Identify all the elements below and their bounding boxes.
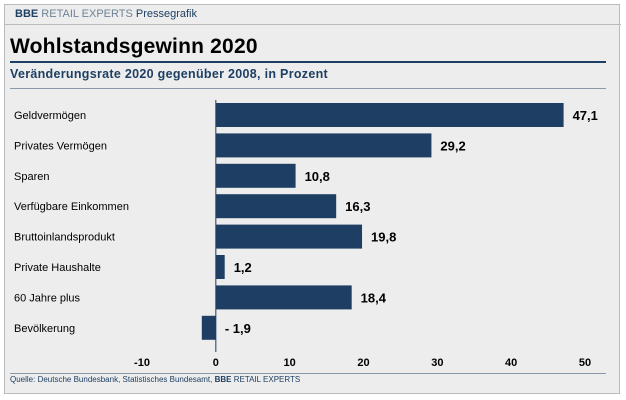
source-text: Quelle: Deutsche Bundesbank, Statistisch… — [10, 375, 213, 384]
x-tick-label: 20 — [357, 357, 369, 369]
bar — [215, 103, 564, 127]
category-label: Verfügbare Einkommen — [14, 201, 129, 213]
x-tick-label: 30 — [431, 357, 443, 369]
header-brand-rest: RETAIL EXPERTS — [41, 8, 133, 20]
chart-subtitle: Veränderungsrate 2020 gegenüber 2008, in… — [10, 67, 328, 81]
value-label: 18,4 — [361, 290, 387, 305]
category-label: Private Haushalte — [14, 262, 101, 274]
value-label: 16,3 — [345, 199, 370, 214]
title-divider — [10, 61, 606, 63]
x-tick-label: 0 — [213, 357, 219, 369]
category-label: Privates Vermögen — [14, 140, 107, 152]
header-label: Pressegrafik — [135, 8, 197, 20]
x-tick-label: 10 — [284, 357, 296, 369]
bar — [215, 163, 296, 188]
bar — [201, 315, 216, 340]
value-label: 1,2 — [234, 260, 252, 275]
category-label: Bevölkerung — [14, 323, 75, 335]
bar — [215, 194, 337, 219]
header-brand: BBE — [15, 8, 39, 20]
header-bar: BBE RETAIL EXPERTS Pressegrafik — [15, 5, 615, 24]
subtitle-divider — [10, 88, 606, 89]
x-tick-label: -10 — [134, 357, 150, 369]
category-label: 60 Jahre plus — [14, 292, 81, 304]
footer-divider — [10, 373, 606, 374]
bar — [215, 255, 225, 279]
value-label: 29,2 — [440, 138, 465, 153]
x-tick-label: 50 — [579, 357, 591, 369]
value-label: 19,8 — [371, 230, 396, 245]
category-label: Sparen — [14, 171, 49, 183]
value-label: 47,1 — [573, 108, 598, 123]
footer-brand-rest: RETAIL EXPERTS — [233, 375, 301, 384]
source-note: Quelle: Deutsche Bundesbank, Statistisch… — [10, 375, 300, 384]
chart-title: Wohlstandsgewinn 2020 — [10, 35, 258, 58]
footer-brand: BBE — [214, 375, 232, 384]
x-tick-label: 40 — [505, 357, 517, 369]
category-label: Geldvermögen — [14, 110, 86, 122]
value-label: 10,8 — [305, 169, 330, 184]
bar — [215, 224, 363, 249]
bar — [215, 285, 352, 310]
header-divider — [5, 24, 621, 25]
category-label: Bruttoinlandsprodukt — [14, 232, 115, 244]
bar — [215, 133, 432, 158]
value-label: - 1,9 — [225, 321, 251, 336]
